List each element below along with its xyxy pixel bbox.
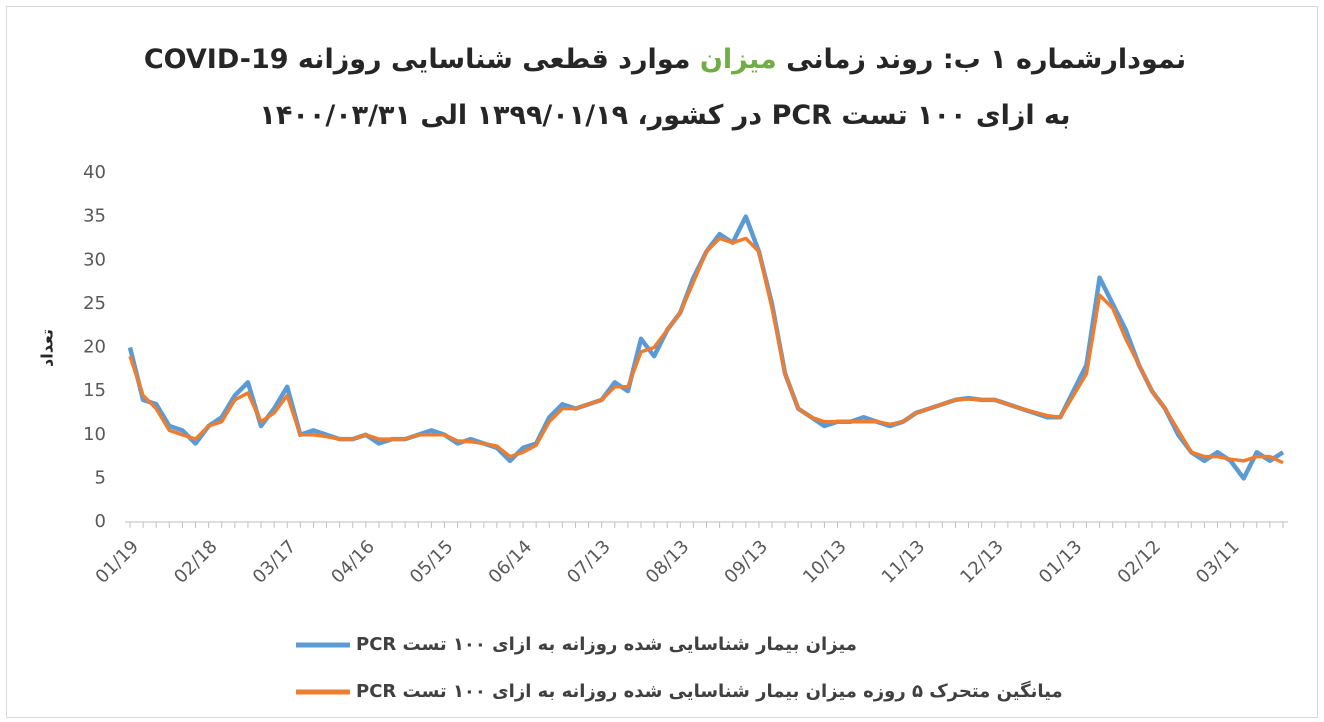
x-tick-label: 04/16: [327, 536, 379, 588]
y-tick-label: 25: [83, 293, 106, 314]
title-text: نمودارشماره ۱ ب: روند زمانی: [776, 44, 1187, 75]
x-tick-label: 02/18: [170, 536, 222, 588]
legend-label: میزان بیمار شناسایی شده روزانه به ازای ۱…: [356, 634, 857, 655]
x-tick-label: 07/13: [563, 536, 615, 588]
y-tick-label: 15: [83, 380, 106, 401]
y-tick-label: 35: [83, 206, 106, 227]
x-tick-label: 03/11: [1192, 536, 1244, 588]
y-tick-label: 5: [95, 467, 106, 488]
x-tick-label: 05/15: [406, 536, 458, 588]
x-tick-label: 01/19: [92, 536, 144, 588]
y-tick-label: 30: [83, 249, 106, 270]
x-tick-label: 11/13: [878, 536, 930, 588]
series-line: [128, 236, 1284, 465]
chart-frame: [6, 6, 1318, 718]
chart-title: نمودارشماره ۱ ب: روند زمانی میزان موارد …: [140, 32, 1190, 144]
x-tick-label: 01/13: [1035, 536, 1087, 588]
title-highlight: میزان: [699, 44, 777, 75]
x-tick-label: 08/13: [642, 536, 694, 588]
y-tick-label: 0: [95, 511, 106, 532]
x-tick-label: 03/17: [249, 536, 301, 588]
y-axis-label: تعداد: [38, 329, 57, 367]
x-tick-label: 02/12: [1114, 536, 1166, 588]
x-tick-label: 09/13: [720, 536, 772, 588]
x-tick-label: 10/13: [799, 536, 851, 588]
y-tick-label: 10: [83, 424, 106, 445]
legend-label: میانگین متحرک ۵ روزه میزان بیمار شناسایی…: [356, 680, 1063, 702]
y-tick-label: 40: [83, 162, 106, 183]
x-tick-label: 12/13: [956, 536, 1008, 588]
title-text: موارد قطعی شناسایی روزانه COVID-19 به از…: [143, 44, 1071, 131]
x-tick-label: 06/14: [485, 536, 537, 588]
y-tick-label: 20: [83, 337, 106, 358]
